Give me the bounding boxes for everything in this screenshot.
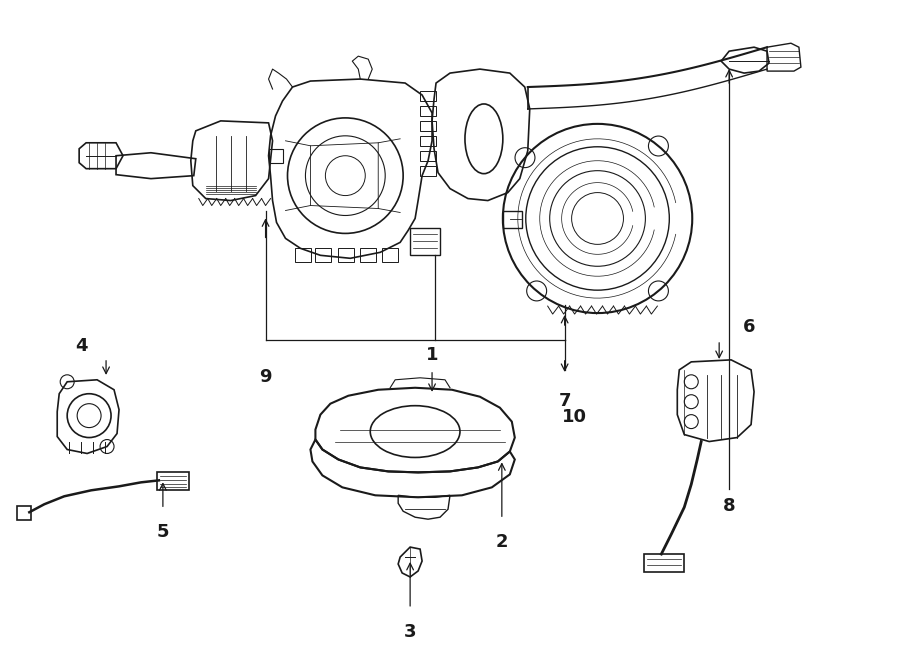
Text: 6: 6 [742,318,755,336]
Text: 8: 8 [723,497,735,516]
Text: 9: 9 [259,368,272,386]
Text: 10: 10 [562,408,587,426]
Text: 1: 1 [426,346,438,364]
Text: 4: 4 [75,337,87,355]
Text: 3: 3 [404,623,417,641]
Text: 7: 7 [558,392,571,410]
Text: 2: 2 [496,533,508,551]
Text: 5: 5 [157,524,169,541]
